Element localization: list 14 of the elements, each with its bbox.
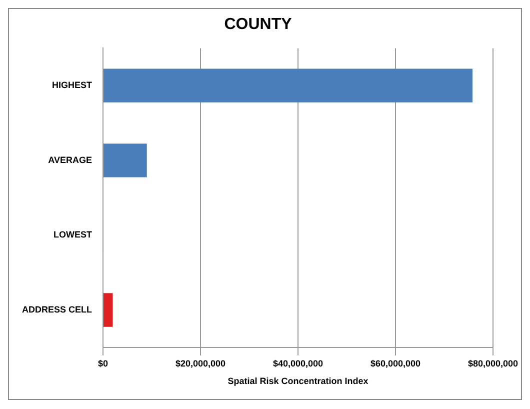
x-tick-label: $20,000,000	[175, 358, 226, 368]
chart-title: COUNTY	[224, 16, 292, 34]
y-tick-label: HIGHEST	[52, 80, 92, 90]
y-tick-label: ADDRESS CELL	[22, 304, 92, 314]
bar	[104, 144, 147, 178]
x-tick-label: $60,000,000	[370, 358, 421, 368]
x-tick-label: $80,000,000	[468, 358, 518, 368]
y-tick-label: LOWEST	[54, 230, 93, 240]
bar	[104, 68, 472, 102]
bar	[104, 293, 113, 327]
x-tick-label: $0	[98, 358, 108, 368]
x-axis-title: Spatial Risk Concentration Index	[228, 376, 368, 386]
y-tick-label: AVERAGE	[48, 154, 92, 165]
x-tick-label: $40,000,000	[272, 358, 324, 368]
